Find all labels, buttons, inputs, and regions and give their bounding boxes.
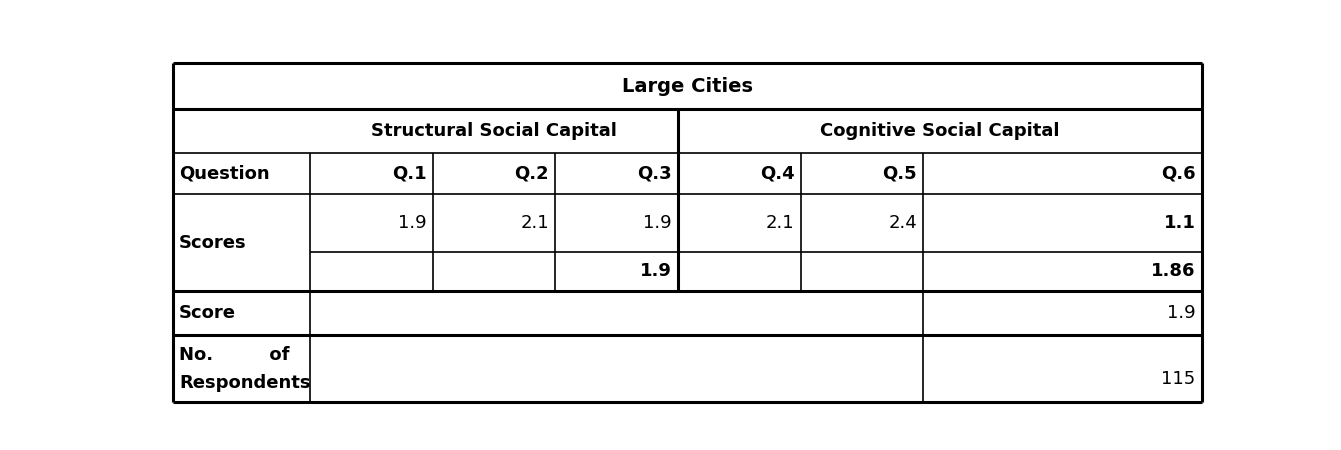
- Text: Q.1: Q.1: [392, 165, 426, 183]
- Text: Q.2: Q.2: [515, 165, 548, 183]
- Text: 1.86: 1.86: [1151, 262, 1195, 280]
- Text: 1.1: 1.1: [1164, 214, 1195, 232]
- Text: Q.3: Q.3: [637, 165, 672, 183]
- Text: Score: Score: [180, 304, 236, 322]
- Text: 2.4: 2.4: [888, 214, 917, 232]
- Text: 1.9: 1.9: [1167, 304, 1195, 322]
- Text: Q.5: Q.5: [882, 165, 917, 183]
- Text: Q.4: Q.4: [760, 165, 794, 183]
- Text: 2.1: 2.1: [520, 214, 548, 232]
- Text: 1.9: 1.9: [640, 262, 672, 280]
- Text: 1.9: 1.9: [398, 214, 426, 232]
- Text: Question: Question: [180, 165, 270, 183]
- Text: Scores: Scores: [180, 234, 247, 252]
- Text: Respondents: Respondents: [180, 374, 311, 392]
- Text: Cognitive Social Capital: Cognitive Social Capital: [821, 122, 1059, 140]
- Text: Structural Social Capital: Structural Social Capital: [371, 122, 617, 140]
- Text: 115: 115: [1161, 369, 1195, 387]
- Text: 2.1: 2.1: [766, 214, 794, 232]
- Text: Large Cities: Large Cities: [622, 76, 752, 95]
- Text: No.         of: No. of: [180, 346, 290, 364]
- Text: 1.9: 1.9: [644, 214, 672, 232]
- Text: Q.6: Q.6: [1161, 165, 1195, 183]
